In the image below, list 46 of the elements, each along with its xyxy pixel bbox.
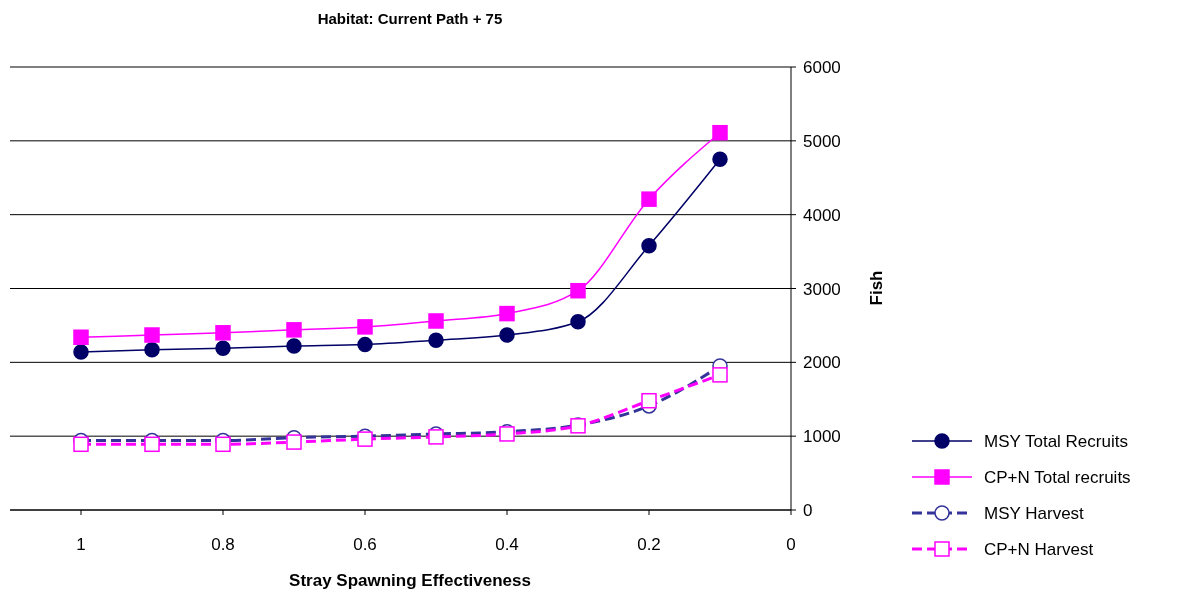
legend-label: CP+N Total recruits bbox=[984, 468, 1131, 487]
point bbox=[357, 336, 373, 353]
point bbox=[570, 282, 586, 299]
point bbox=[712, 124, 728, 141]
point bbox=[570, 313, 586, 330]
chart-title: Habitat: Current Path + 75 bbox=[317, 10, 503, 27]
point bbox=[641, 237, 657, 254]
point bbox=[286, 322, 302, 338]
x-tick-label: 0 bbox=[786, 535, 796, 554]
point bbox=[499, 327, 515, 343]
point bbox=[144, 342, 160, 358]
point bbox=[73, 344, 89, 360]
point bbox=[215, 436, 231, 453]
point bbox=[428, 313, 444, 329]
x-tick-label: 0.6 bbox=[353, 535, 377, 554]
legend-label: MSY Total Recruits bbox=[984, 432, 1128, 451]
y-tick-label: 3000 bbox=[803, 279, 841, 299]
x-tick-label: 0.4 bbox=[495, 535, 519, 554]
legend-label: MSY Harvest bbox=[984, 504, 1085, 523]
point bbox=[428, 332, 444, 348]
point bbox=[357, 319, 373, 335]
y-tick-label: 2000 bbox=[803, 353, 841, 373]
x-axis-title: Stray Spawning Effectiveness bbox=[289, 571, 531, 590]
point bbox=[712, 367, 728, 383]
point bbox=[215, 340, 231, 357]
point bbox=[641, 191, 657, 207]
y-tick-label: 1000 bbox=[803, 427, 841, 447]
y-tick-label: 4000 bbox=[803, 205, 841, 225]
point bbox=[144, 327, 160, 343]
point bbox=[73, 329, 89, 345]
x-tick-label: 1 bbox=[76, 535, 86, 554]
x-tick-label: 0.2 bbox=[637, 535, 661, 554]
point bbox=[215, 325, 231, 341]
y-tick-label: 0 bbox=[803, 501, 813, 520]
y-tick-label: 5000 bbox=[803, 131, 841, 151]
point bbox=[286, 434, 302, 450]
point bbox=[73, 436, 89, 453]
x-tick-label: 0.8 bbox=[211, 535, 235, 554]
legend-label: CP+N Harvest bbox=[984, 540, 1094, 559]
point bbox=[712, 151, 728, 168]
point bbox=[286, 338, 302, 354]
y-axis-title: Fish bbox=[867, 270, 886, 306]
point bbox=[144, 436, 160, 453]
y-tick-label: 6000 bbox=[803, 58, 841, 77]
point bbox=[499, 305, 515, 322]
point bbox=[641, 392, 657, 409]
